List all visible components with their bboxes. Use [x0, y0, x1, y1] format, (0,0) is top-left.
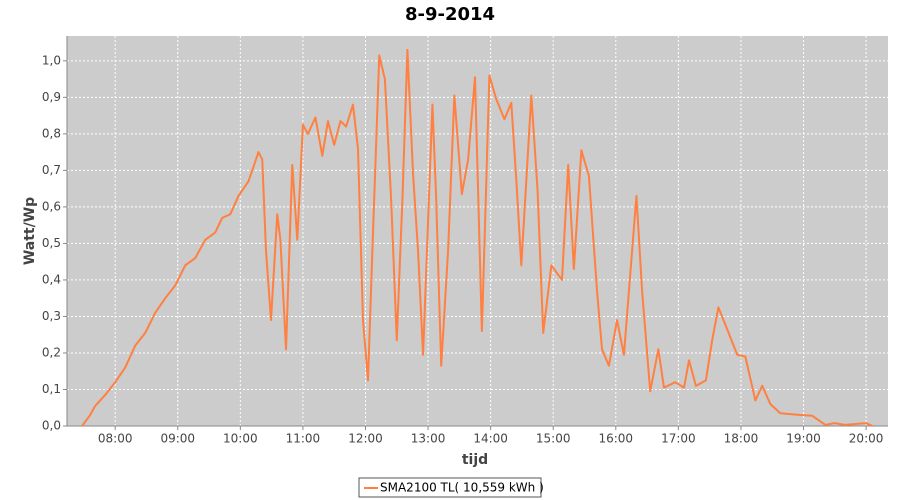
- x-tick-label: 19:00: [786, 432, 821, 446]
- legend-label: SMA2100 TL( 10,559 kWh ): [380, 481, 544, 495]
- legend: [358, 477, 542, 498]
- x-tick-label: 15:00: [536, 432, 571, 446]
- chart-title: 8-9-2014: [405, 4, 495, 25]
- x-tick-label: 13:00: [411, 432, 446, 446]
- y-tick-label: 0,3: [42, 309, 61, 323]
- y-tick-label: 0,7: [42, 163, 61, 177]
- plot-area: [67, 36, 888, 426]
- x-tick-label: 17:00: [661, 432, 696, 446]
- x-tick-label: 11:00: [286, 432, 321, 446]
- y-tick-label: 0,8: [42, 126, 61, 140]
- x-tick-label: 09:00: [160, 432, 195, 446]
- x-tick-label: 18:00: [724, 432, 759, 446]
- x-tick-label: 10:00: [223, 432, 258, 446]
- x-tick-label: 14:00: [473, 432, 508, 446]
- y-tick-label: 0,6: [42, 199, 61, 213]
- y-tick-label: 0,1: [42, 382, 61, 396]
- y-tick-label: 0,5: [42, 236, 61, 250]
- y-tick-label: 0,4: [42, 272, 61, 286]
- y-tick-label: 0,2: [42, 345, 61, 359]
- y-tick-label: 0,9: [42, 90, 61, 104]
- x-tick-label: 08:00: [98, 432, 133, 446]
- y-tick-label: 0,0: [42, 419, 61, 433]
- series-line: [81, 48, 873, 427]
- x-axis-label: tijd: [462, 452, 488, 468]
- x-tick-label: 20:00: [849, 432, 884, 446]
- y-tick-label: 1,0: [42, 53, 61, 67]
- x-tick-label: 12:00: [348, 432, 383, 446]
- y-axis-label: Watt/Wp: [22, 197, 38, 265]
- x-tick-label: 16:00: [598, 432, 633, 446]
